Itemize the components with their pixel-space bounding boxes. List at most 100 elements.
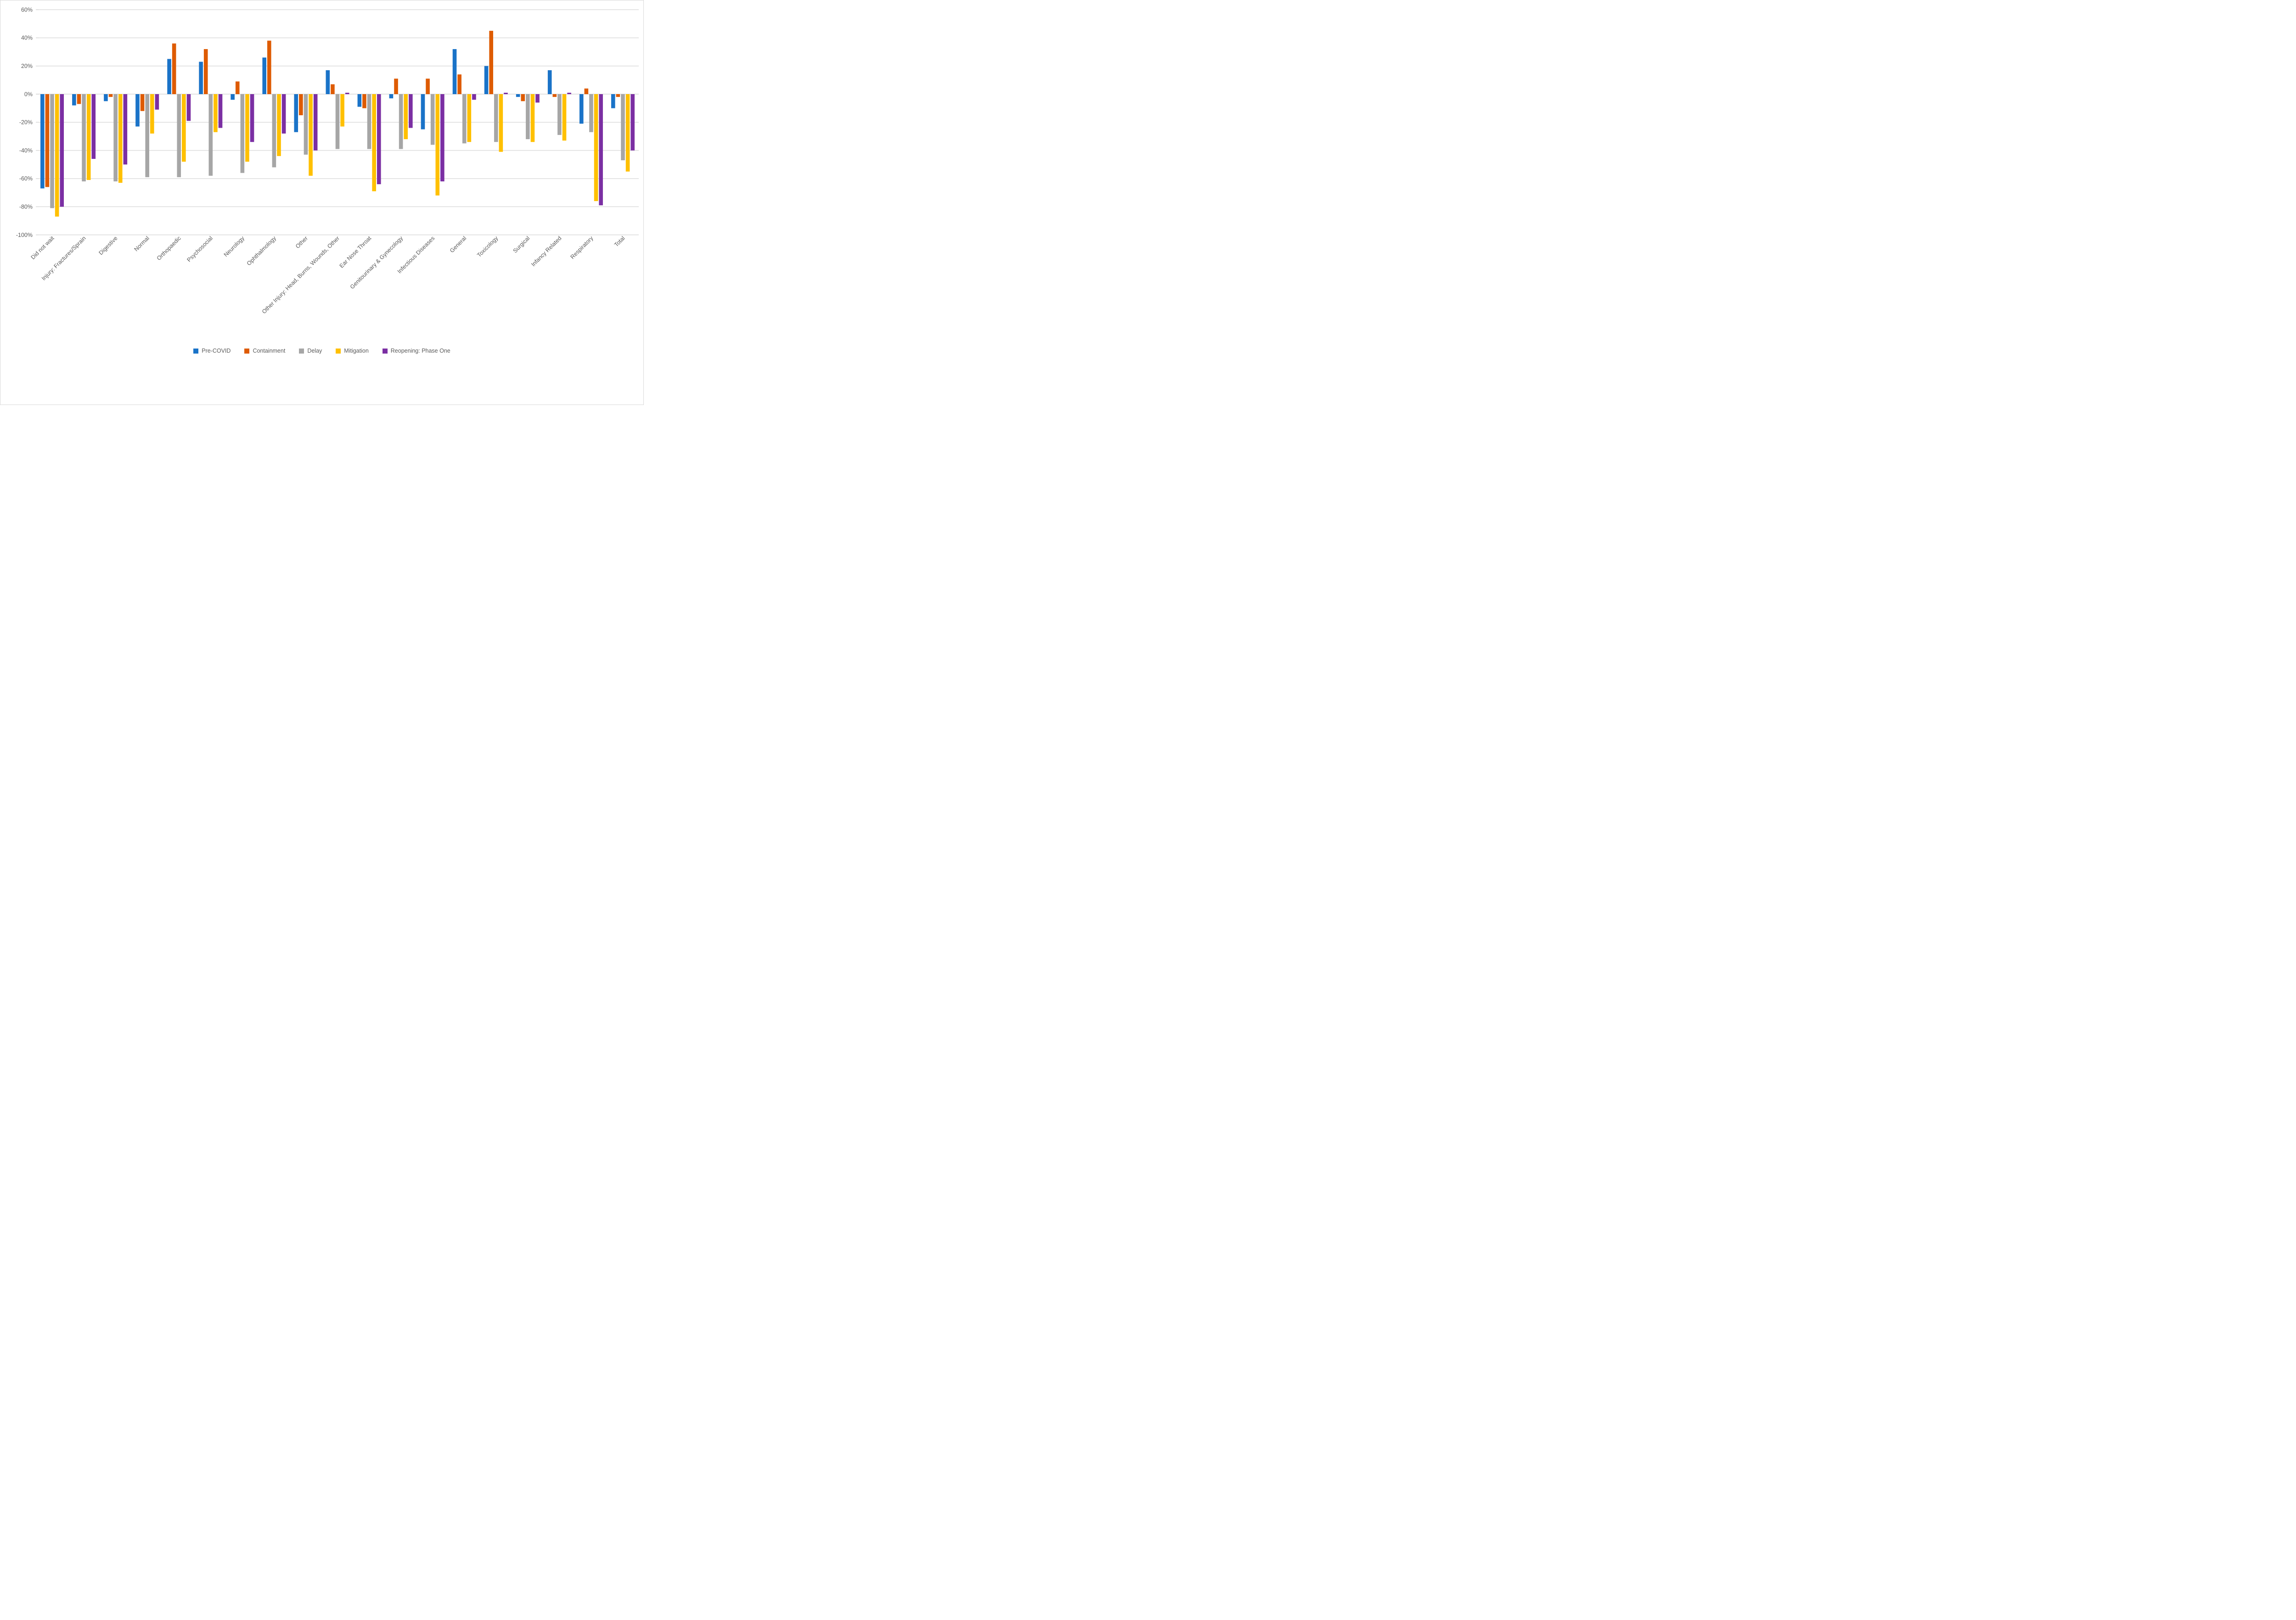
bar xyxy=(60,94,64,207)
bar xyxy=(40,94,45,189)
y-tick-label: -40% xyxy=(19,147,33,154)
bar xyxy=(630,94,635,151)
bar xyxy=(616,94,620,97)
bar xyxy=(394,79,398,94)
legend-label: Mitigation xyxy=(344,348,369,354)
bar xyxy=(535,94,540,103)
bar xyxy=(435,94,440,196)
x-category-label: Toxicology xyxy=(476,235,500,259)
legend-swatch-icon xyxy=(336,348,341,354)
bar xyxy=(267,40,271,94)
bar xyxy=(240,94,245,173)
bar xyxy=(113,94,118,182)
bar xyxy=(584,88,589,94)
bar xyxy=(299,94,303,115)
x-category-label: Genitourinary & Gynecology xyxy=(349,235,405,290)
bar xyxy=(345,92,349,94)
bar xyxy=(562,94,567,141)
bar xyxy=(547,70,552,94)
bar xyxy=(214,94,218,132)
bar xyxy=(589,94,593,132)
x-category-label: Neurology xyxy=(223,235,246,258)
bar xyxy=(140,94,145,111)
bar xyxy=(409,94,413,128)
bar xyxy=(426,79,430,94)
y-tick-label: 20% xyxy=(21,63,33,69)
bar xyxy=(504,92,508,94)
bar xyxy=(186,94,191,121)
x-category-label: Orthopaedic xyxy=(156,235,182,262)
bar xyxy=(326,70,330,94)
bar xyxy=(530,94,535,142)
bar xyxy=(372,94,376,191)
chart-legend: Pre-COVID Containment Delay Mitigation Reope… xyxy=(0,348,643,354)
bar xyxy=(208,94,213,176)
bar xyxy=(440,94,445,182)
bar xyxy=(625,94,630,172)
bar xyxy=(452,49,457,94)
bar xyxy=(377,94,381,185)
legend-label: Reopening: Phase One xyxy=(390,348,450,354)
x-category-label: Infancy Related xyxy=(530,235,563,268)
bar xyxy=(82,94,86,182)
bar xyxy=(611,94,615,108)
bar xyxy=(421,94,425,129)
bar xyxy=(123,94,128,165)
x-category-label: Digestive xyxy=(97,235,118,256)
bar xyxy=(552,94,557,97)
bar xyxy=(104,94,108,101)
bar xyxy=(182,94,186,162)
bar xyxy=(91,94,96,159)
bar xyxy=(621,94,625,161)
bar xyxy=(472,94,476,100)
legend-label: Pre-COVID xyxy=(202,348,231,354)
bar xyxy=(462,94,467,144)
bar xyxy=(272,94,276,168)
bar xyxy=(399,94,403,149)
legend-item: Delay xyxy=(299,348,322,354)
x-category-label: Ear Nose Throat xyxy=(338,235,373,269)
bar xyxy=(430,94,435,145)
bar xyxy=(172,43,176,94)
y-tick-label: 40% xyxy=(21,35,33,41)
bar xyxy=(357,94,362,107)
bar xyxy=(599,94,603,206)
bar xyxy=(45,94,50,187)
bar xyxy=(203,49,208,94)
bar xyxy=(77,94,81,104)
bar xyxy=(521,94,525,101)
x-category-label: Did not wait xyxy=(30,235,56,260)
bar xyxy=(335,94,340,149)
legend-swatch-icon xyxy=(382,348,388,354)
legend-item: Pre-COVID xyxy=(193,348,231,354)
bar xyxy=(108,94,113,97)
bar xyxy=(304,94,308,155)
bar xyxy=(277,94,281,156)
x-category-label: Psychosocial xyxy=(186,235,214,263)
bar xyxy=(118,94,123,183)
y-tick-label: 60% xyxy=(21,6,33,13)
bar xyxy=(150,94,154,134)
bar xyxy=(72,94,76,106)
bar xyxy=(135,94,140,127)
bar xyxy=(516,94,520,97)
x-category-label: Surgical xyxy=(512,235,531,254)
legend-label: Containment xyxy=(253,348,286,354)
chart-frame: 60% 40% 20% 0% -20% -40% -60% -80% -100% Did not … xyxy=(0,0,644,405)
bar xyxy=(199,62,203,94)
bar xyxy=(579,94,584,124)
bar xyxy=(557,94,562,135)
bar xyxy=(484,66,489,94)
bar xyxy=(367,94,371,149)
bar xyxy=(167,59,171,95)
bar xyxy=(50,94,54,208)
bar xyxy=(526,94,530,140)
legend-swatch-icon xyxy=(193,348,199,354)
bar xyxy=(594,94,598,201)
bar xyxy=(313,94,318,151)
bar xyxy=(155,94,159,110)
legend-item: Reopening: Phase One xyxy=(382,348,450,354)
bar xyxy=(231,94,235,100)
y-tick-label: -100% xyxy=(16,232,33,238)
bar xyxy=(218,94,223,128)
